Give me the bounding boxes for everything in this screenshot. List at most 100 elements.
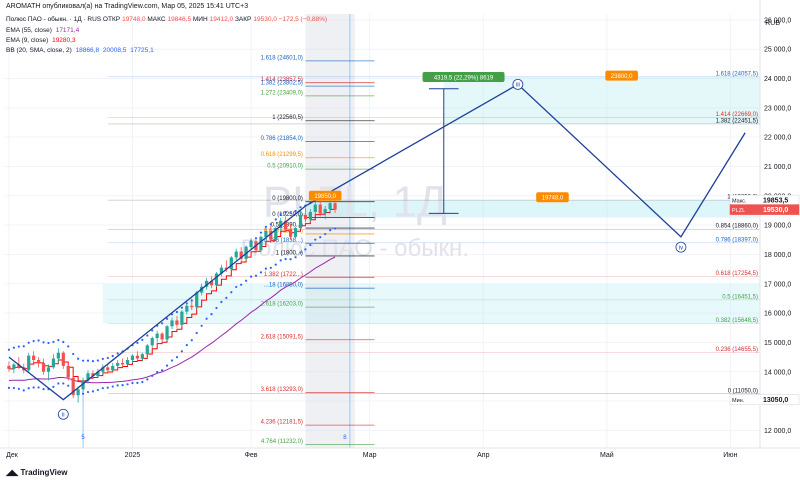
bb-upper-dot [161,322,164,325]
bb-upper-dot [180,306,183,309]
projection-path[interactable] [8,83,746,401]
bb-lower-dot [190,339,193,342]
symbol-title[interactable]: Полюс ПАО - обыкн. · 1Д · RUS [6,16,102,23]
bb-upper-dot [86,359,90,362]
bb-lower-dot [324,232,327,236]
bb-lower-dot [254,274,258,277]
tradingview-logo[interactable]: ◢◣ TradingView [6,468,68,477]
bb-lower-dot [156,370,159,374]
candle-body [56,352,60,359]
fib-label-right: 0.786 (18397,0) [716,237,758,243]
bb-upper-dot [279,213,282,216]
candle-body [145,345,149,355]
candle-body [116,362,120,366]
bb-lower-dot [170,359,174,362]
bb-upper-dot [12,346,15,349]
bb-upper-dot [101,357,104,360]
candle-body [279,220,283,229]
y-tick-label: 14 000,0 [764,369,791,376]
price-badge-sub: PLZL [732,208,745,214]
bb-upper-dot [254,237,258,240]
candle-body [308,211,312,220]
bb-upper-dot [42,341,45,344]
candles[interactable] [7,198,337,403]
fib-label-right: 1.382 (22451,5) [716,118,758,124]
candle-body [195,292,199,308]
bb-lower-dot [161,369,164,372]
fib-label-left: 0 (19800,0) [272,196,303,202]
bb-lower-dot [235,285,238,289]
bb-lower-dot [37,386,40,389]
bb-upper-dot [106,356,109,360]
candle-body [101,367,105,372]
bb-lower-dot [86,390,90,394]
candle-body [274,228,278,240]
candle-body [71,377,75,396]
candle-body [96,371,100,377]
bb-upper-dot [116,352,119,355]
ohlc-low: 19412,0 [209,16,234,23]
wave-label: iv [679,245,683,251]
candle-body [12,364,16,369]
bb-upper-dot [17,345,20,348]
price-badge [729,394,800,405]
bb-lower-dot [126,383,129,386]
currency-label: RUB [765,20,780,27]
bb-lower-dot [116,384,119,387]
fib-label-left: 0.5 (20910,0) [267,164,303,170]
candle-body [190,305,194,308]
candle-body [165,326,169,340]
candle-body [17,364,21,368]
bb-lower-dot [180,350,183,353]
bb-lower-dot [289,258,292,261]
y-tick-label: 16 000,0 [764,311,791,318]
bb-lower-dot [195,331,198,335]
fib-label-left: 0.786 (1838...) [264,238,303,244]
candle-body [269,231,273,240]
bb-upper-dot [151,329,154,332]
candle-body [229,257,233,270]
time-axis[interactable]: Дек 2025 Фев Мар Апр Май Июн [0,447,800,459]
bb-lower-dot [264,267,267,270]
bb-lower-dot [245,279,248,282]
bb-upper-dot [47,341,50,345]
callout-box [605,70,638,81]
ohlc-close-key: ЗАКР [234,16,252,23]
bb-lower-dot [230,291,233,294]
bb-legend[interactable]: BB (20, SMA, close, 2) 18866,8 20008,5 1… [6,47,154,54]
callout-box [308,190,342,201]
candle-body [160,333,164,340]
x-tick-label: Дек [6,452,19,459]
bb-upper-dot [136,341,139,344]
candle-body [303,214,308,220]
bb-lower-dot [269,266,272,269]
bb-lower-dot [96,388,99,392]
bb-label: BB (20, SMA, close, 2) [6,47,72,54]
ema55-legend[interactable]: EMA (55, close) 17171,4 [6,27,79,34]
ema9-legend[interactable]: EMA (9, close) 19280,3 [6,37,76,44]
ema55-value: 17171,4 [55,27,80,34]
fib-label-right: 0 (11050,0) [728,388,758,394]
bb-upper-dot [62,340,65,344]
candle-body [150,338,154,346]
ema9-label: EMA (9, close) [6,37,49,44]
bb-basis: 18866,8 [75,47,100,54]
header-ohlc: Полюс ПАО - обыкн. · 1Д · RUS ОТКР 19748,… [6,16,327,23]
bb-lower-dot [274,263,277,266]
price-axis[interactable]: 12 000,013 000,014 000,015 000,016 000,0… [729,0,800,448]
fib-label-left: 1.414 (23857,5) [261,77,303,83]
bb-upper-dot [274,218,277,221]
fib-label-left: 1.382 (1722...) [264,272,303,278]
fib-label-left: ...18 (16850,0) [264,283,303,289]
ema9-value: 19280,3 [52,37,76,44]
ohlc-low-key: МИН [192,16,208,23]
fib-label-left: 1 (1800...) [276,250,303,256]
candle-body [120,362,125,365]
y-tick-label: 19 000,0 [764,223,791,230]
price-badge-value: 19853,5 [763,198,788,205]
bb-lower-dot [42,387,45,391]
fib-label-left: 0.786 (21854,0) [261,136,303,142]
x-tick-label: Июн [723,452,737,459]
